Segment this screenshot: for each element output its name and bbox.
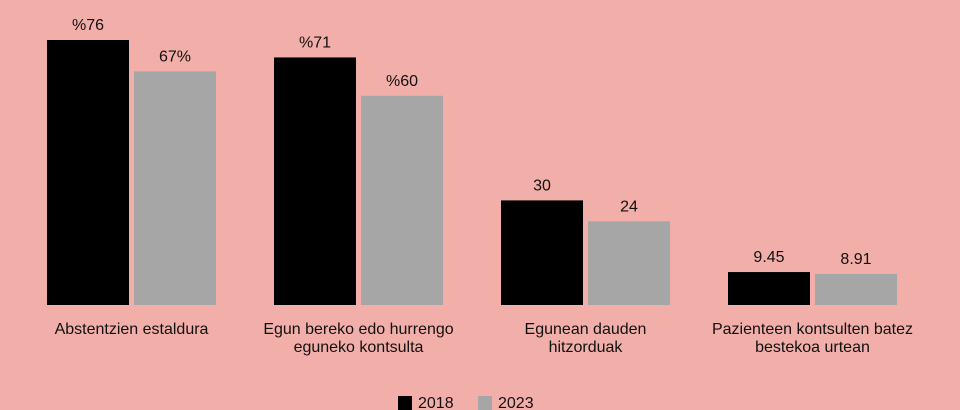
x-tick-line: Egun bereko edo hurrengo [263,321,453,338]
bar [588,221,670,305]
x-tick-line: eguneko kontsulta [294,339,424,356]
value-label: 8.91 [840,251,871,268]
x-tick-label: Egun bereko edo hurrengo eguneko kontsult… [263,321,453,356]
value-label: %76 [72,17,104,34]
bar [274,57,356,306]
legend-label: 2018 [418,395,454,410]
x-tick-line: bestekoa urtean [755,339,870,356]
legend-label: 2023 [498,395,534,410]
bar [728,272,810,305]
value-label: %71 [299,34,331,51]
x-tick-line: hitzorduak [549,339,624,356]
value-label: 24 [620,198,638,215]
x-tick-line: Pazienteen kontsulten batez [712,321,913,338]
value-label: %60 [386,73,418,90]
value-label: 9.45 [753,249,784,266]
bar [134,71,216,305]
bar [47,40,129,305]
value-label: 30 [533,177,551,194]
bar [815,273,897,305]
bar [361,95,443,305]
x-tick-line: Abstentzien estaldura [55,321,209,338]
value-label: 67% [159,48,191,65]
legend-swatch [398,396,412,410]
x-tick-label: Egunean dauden hitzorduak [525,321,647,356]
x-tick-label: Pazienteen kontsulten batez bestekoa urte… [712,321,913,356]
x-tick-label: Abstentzien estaldura [55,321,209,338]
legend-swatch [478,396,492,410]
bar [501,200,583,305]
x-tick-line: Egunean dauden [525,321,647,338]
